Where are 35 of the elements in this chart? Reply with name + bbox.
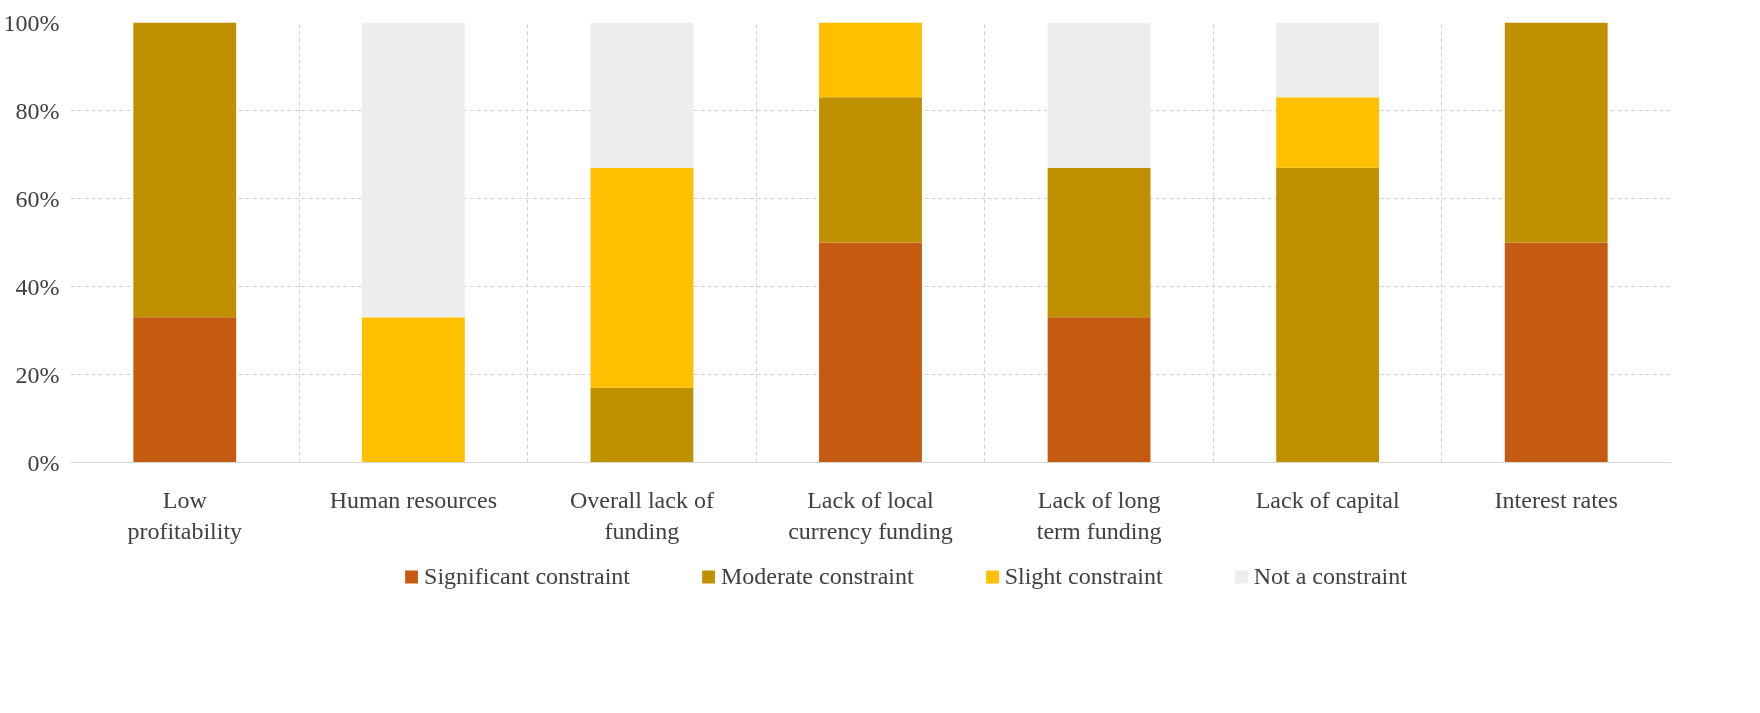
legend-label: Not a constraint <box>1253 562 1407 590</box>
bar <box>1504 242 1608 463</box>
y-tick-label: 40% <box>15 273 60 300</box>
bar <box>590 167 694 388</box>
bar <box>133 22 237 318</box>
bar <box>133 317 237 463</box>
y-tick-label: 80% <box>15 97 60 124</box>
bar <box>819 97 922 243</box>
x-tick-label: Human resources <box>329 486 497 513</box>
bar <box>819 22 922 98</box>
x-tick-label: Lack of local currency funding <box>788 486 953 544</box>
legend-label: Slight constraint <box>1004 562 1163 590</box>
x-tick-label: Lack of long term funding <box>1036 486 1162 544</box>
bar <box>1047 167 1151 318</box>
x-tick-label: Overall lack of funding <box>569 486 714 544</box>
y-tick-label: 100% <box>3 9 60 36</box>
y-tick-label: 60% <box>15 185 60 212</box>
x-tick-label: Low profitability <box>127 486 243 544</box>
bar <box>361 22 465 318</box>
bar <box>1276 22 1380 98</box>
y-tick-label: 0% <box>27 449 60 476</box>
bar <box>590 22 694 168</box>
bar <box>1047 22 1151 168</box>
bar <box>361 317 465 463</box>
legend-label: Significant constraint <box>424 562 631 590</box>
bar <box>1276 167 1380 463</box>
y-tick-label: 20% <box>15 361 60 388</box>
bar <box>819 242 922 463</box>
legend-label: Moderate constraint <box>721 562 914 590</box>
bar <box>1047 317 1151 463</box>
bar <box>590 387 694 463</box>
x-tick-label: Lack of capital <box>1255 486 1400 513</box>
bar <box>1276 97 1380 168</box>
x-tick-label: Interest rates <box>1494 486 1618 513</box>
bar <box>1504 22 1608 243</box>
